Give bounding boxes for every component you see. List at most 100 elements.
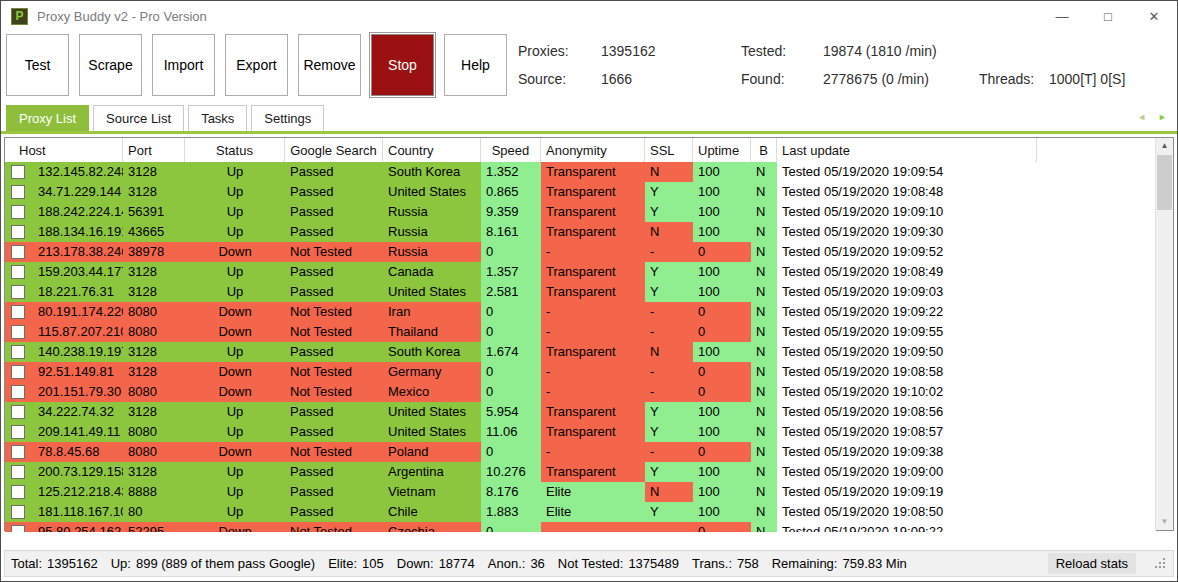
reload-stats-button[interactable]: Reload stats	[1048, 553, 1136, 574]
column-header-ssl[interactable]: SSL	[645, 138, 693, 162]
resize-grip-icon[interactable]	[1155, 558, 1167, 570]
cell-ssl: N	[645, 222, 693, 242]
column-header-uptime[interactable]: Uptime	[693, 138, 751, 162]
row-checkbox[interactable]	[11, 425, 25, 439]
cell-last-update: Tested 05/19/2020 19:09:22	[777, 302, 1037, 322]
cell-speed: 1.674	[481, 342, 541, 362]
scroll-up-icon[interactable]: ▲	[1156, 138, 1173, 154]
cell-speed: 8.161	[481, 222, 541, 242]
tab-source-list[interactable]: Source List	[93, 105, 184, 131]
close-icon[interactable]: ✕	[1131, 1, 1177, 31]
column-header-anonymity[interactable]: Anonymity	[541, 138, 645, 162]
table-row[interactable]: 213.178.38.24638978DownNot TestedRussia0…	[5, 242, 1156, 262]
table-row[interactable]: 92.51.149.813128DownNot TestedGermany0--…	[5, 362, 1156, 382]
cell-country: United States	[383, 402, 481, 422]
column-header-status[interactable]: Status	[185, 138, 285, 162]
import-button[interactable]: Import	[152, 34, 215, 96]
status-segment-label: Elite:	[328, 556, 357, 571]
test-button[interactable]: Test	[6, 34, 69, 96]
column-header-speed[interactable]: Speed	[481, 138, 541, 162]
help-button[interactable]: Help	[444, 34, 507, 96]
export-button[interactable]: Export	[225, 34, 288, 96]
row-checkbox[interactable]	[11, 265, 25, 279]
table-row[interactable]: 78.8.45.688080DownNot TestedPoland0--0NT…	[5, 442, 1156, 462]
tab-proxy-list[interactable]: Proxy List	[6, 105, 89, 131]
row-checkbox[interactable]	[11, 205, 25, 219]
table-row[interactable]: 125.212.218.438888UpPassedVietnam8.176El…	[5, 482, 1156, 502]
row-checkbox[interactable]	[11, 385, 25, 399]
row-checkbox[interactable]	[11, 345, 25, 359]
table-row[interactable]: 201.151.79.308080DownNot TestedMexico0--…	[5, 382, 1156, 402]
row-checkbox[interactable]	[11, 445, 25, 459]
row-checkbox[interactable]	[11, 305, 25, 319]
column-header-google-search[interactable]: Google Search	[285, 138, 383, 162]
row-checkbox[interactable]	[11, 405, 25, 419]
tab-settings[interactable]: Settings	[251, 105, 324, 131]
row-checkbox[interactable]	[11, 225, 25, 239]
column-header-host[interactable]: Host	[5, 138, 123, 162]
cell-filler	[1037, 402, 1156, 422]
cell-port: 80	[123, 502, 185, 522]
cell-ssl: -	[645, 442, 693, 462]
cell-ssl: N	[645, 482, 693, 502]
table-row[interactable]: 209.141.49.118080UpPassedUnited States11…	[5, 422, 1156, 442]
row-checkbox[interactable]	[11, 245, 25, 259]
table-row[interactable]: 80.191.174.2208080DownNot TestedIran0--0…	[5, 302, 1156, 322]
row-checkbox[interactable]	[11, 365, 25, 379]
cell-b: N	[751, 262, 777, 282]
column-header-b[interactable]: B	[751, 138, 777, 162]
cell-ssl: Y	[645, 182, 693, 202]
table-row[interactable]: 34.222.74.323128UpPassedUnited States5.9…	[5, 402, 1156, 422]
status-segment-not-tested-: Not Tested:1375489	[558, 556, 679, 571]
cell-country: Chile	[383, 502, 481, 522]
cell-country: United States	[383, 282, 481, 302]
table-row[interactable]: 34.71.229.1443128UpPassedUnited States0.…	[5, 182, 1156, 202]
cell-status: Up	[185, 342, 285, 362]
table-row[interactable]: 140.238.19.1973128UpPassedSouth Korea1.6…	[5, 342, 1156, 362]
row-checkbox[interactable]	[11, 505, 25, 519]
row-checkbox[interactable]	[11, 285, 25, 299]
cell-uptime: 100	[693, 462, 751, 482]
scroll-down-icon[interactable]: ▼	[1156, 514, 1173, 530]
tested-label: Tested:	[741, 43, 786, 59]
tab-tasks[interactable]: Tasks	[188, 105, 247, 131]
cell-host: 200.73.129.158	[33, 462, 123, 482]
column-header-port[interactable]: Port	[123, 138, 185, 162]
stop-button[interactable]: Stop	[371, 34, 434, 96]
tab-next-icon[interactable]: ►	[1158, 111, 1167, 123]
table-row[interactable]: 188.134.16.19143665UpPassedRussia8.161Tr…	[5, 222, 1156, 242]
remove-button[interactable]: Remove	[298, 34, 361, 96]
cell-last-update: Tested 05/19/2020 19:08:48	[777, 182, 1037, 202]
maximize-icon[interactable]: □	[1085, 1, 1131, 31]
cell-uptime: 100	[693, 282, 751, 302]
cell-country: Canada	[383, 262, 481, 282]
tab-prev-icon[interactable]: ◄	[1137, 111, 1146, 123]
cell-status: Up	[185, 262, 285, 282]
table-row[interactable]: 200.73.129.1583128UpPassedArgentina10.27…	[5, 462, 1156, 482]
minimize-icon[interactable]: —	[1039, 1, 1085, 31]
cell-google-search: Passed	[285, 162, 383, 182]
column-header-last-update[interactable]: Last update	[777, 138, 1037, 162]
row-checkbox[interactable]	[11, 325, 25, 339]
table-row[interactable]: 132.145.82.2483128UpPassedSouth Korea1.3…	[5, 162, 1156, 182]
cell-b: N	[751, 182, 777, 202]
table-row[interactable]: 115.87.207.2108080DownNot TestedThailand…	[5, 322, 1156, 342]
cell-status: Up	[185, 162, 285, 182]
table-row[interactable]: 188.242.224.14456391UpPassedRussia9.359T…	[5, 202, 1156, 222]
cell-last-update: Tested 05/19/2020 19:08:57	[777, 422, 1037, 442]
row-checkbox[interactable]	[11, 485, 25, 499]
table-row[interactable]: 95.80.254.16252295DownNot TestedCzechia0…	[5, 522, 1156, 532]
table-row[interactable]: 18.221.76.313128UpPassedUnited States2.5…	[5, 282, 1156, 302]
cell-uptime: 100	[693, 182, 751, 202]
column-header-country[interactable]: Country	[383, 138, 481, 162]
cell-ssl: -	[645, 322, 693, 342]
row-checkbox[interactable]	[11, 525, 25, 532]
vertical-scrollbar[interactable]: ▲ ▼	[1155, 138, 1173, 530]
table-row[interactable]: 181.118.167.10480UpPassedChile1.883Elite…	[5, 502, 1156, 522]
table-row[interactable]: 159.203.44.1773128UpPassedCanada1.357Tra…	[5, 262, 1156, 282]
scrape-button[interactable]: Scrape	[79, 34, 142, 96]
scrollbar-thumb[interactable]	[1157, 155, 1172, 210]
row-checkbox[interactable]	[11, 465, 25, 479]
row-checkbox[interactable]	[11, 165, 25, 179]
row-checkbox[interactable]	[11, 185, 25, 199]
